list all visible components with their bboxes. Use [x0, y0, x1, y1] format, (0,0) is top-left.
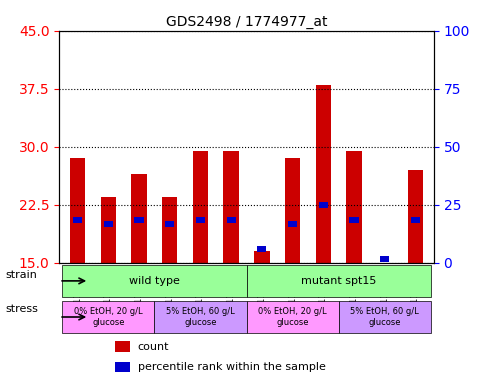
Text: strain: strain	[5, 270, 37, 280]
Bar	[288, 221, 297, 227]
Text: count: count	[138, 342, 169, 352]
FancyBboxPatch shape	[154, 301, 246, 333]
Text: 0% EtOH, 20 g/L
glucose: 0% EtOH, 20 g/L glucose	[258, 307, 327, 327]
FancyBboxPatch shape	[62, 265, 246, 297]
Bar	[101, 197, 116, 263]
Bar	[193, 151, 208, 263]
Text: mutant spt15: mutant spt15	[301, 276, 376, 286]
Text: percentile rank within the sample: percentile rank within the sample	[138, 362, 326, 372]
Bar	[318, 202, 328, 208]
FancyBboxPatch shape	[62, 301, 154, 333]
Text: wild type: wild type	[129, 276, 180, 286]
Bar	[104, 221, 113, 227]
Bar	[115, 341, 130, 352]
Bar	[135, 217, 143, 223]
Bar	[408, 170, 423, 263]
Bar	[223, 151, 239, 263]
Bar	[115, 362, 130, 372]
FancyBboxPatch shape	[339, 301, 431, 333]
Text: stress: stress	[5, 304, 38, 314]
Bar	[227, 217, 236, 223]
Bar	[254, 251, 270, 263]
Bar	[162, 197, 177, 263]
Bar	[196, 217, 205, 223]
Bar	[346, 151, 362, 263]
Bar	[411, 217, 420, 223]
Bar	[380, 256, 389, 262]
Bar	[70, 158, 85, 263]
Bar	[285, 158, 300, 263]
FancyBboxPatch shape	[246, 301, 339, 333]
Bar	[165, 221, 175, 227]
Text: 0% EtOH, 20 g/L
glucose: 0% EtOH, 20 g/L glucose	[74, 307, 142, 327]
Bar	[350, 217, 358, 223]
Text: 5% EtOH, 60 g/L
glucose: 5% EtOH, 60 g/L glucose	[351, 307, 419, 327]
Text: 5% EtOH, 60 g/L
glucose: 5% EtOH, 60 g/L glucose	[166, 307, 235, 327]
Bar	[257, 246, 266, 252]
FancyBboxPatch shape	[246, 265, 431, 297]
Text: GDS2498 / 1774977_at: GDS2498 / 1774977_at	[166, 15, 327, 29]
Bar	[131, 174, 147, 263]
Bar	[316, 85, 331, 263]
Bar	[73, 217, 82, 223]
